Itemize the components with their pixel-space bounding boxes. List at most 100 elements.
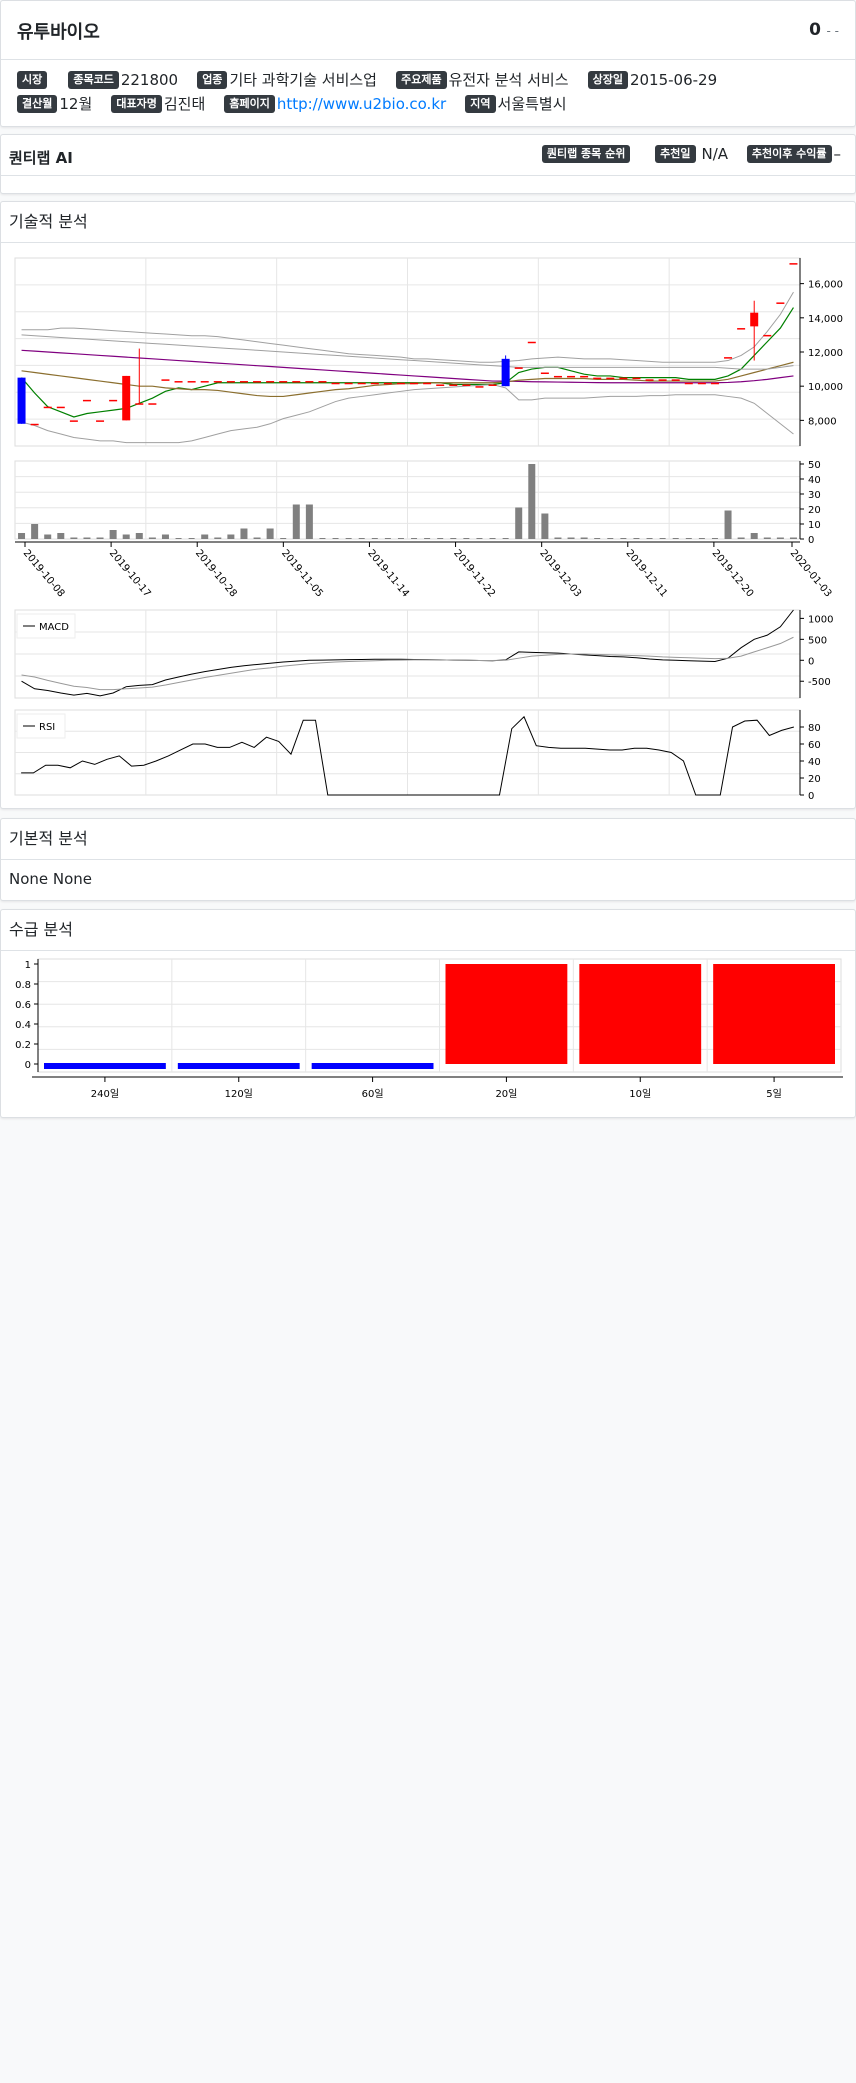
volume-bar (109, 530, 117, 539)
candle-body (697, 382, 706, 385)
supply-card: 수급 분석 1 0.8 0.6 0.4 0.2 0 240일 120일 60일 20일 10일 5일 (0, 909, 856, 1118)
candle-body (567, 375, 576, 378)
supply-x-tick-label: 240일 (91, 1088, 119, 1100)
supply-chart: 1 0.8 0.6 0.4 0.2 0 240일 120일 60일 20일 10일 5일 (15, 958, 843, 1100)
candle-body (750, 312, 759, 327)
date-tick-label: 2020-01-03 (788, 548, 834, 600)
date-tick-label: 2019-12-11 (623, 548, 669, 600)
rsi-legend-label: RSI (39, 722, 55, 733)
price-axis-tick-label: 8,000 (808, 416, 837, 427)
supply-bar (311, 1063, 434, 1069)
date-tick-label: 2019-12-20 (710, 548, 756, 600)
volume-bar (148, 537, 156, 539)
volume-bar (724, 510, 732, 539)
candle-body (593, 377, 602, 380)
supply-x-tick-label: 5일 (766, 1088, 782, 1100)
listed-value: 2015-06-29 (629, 71, 718, 89)
volume-bar (737, 537, 745, 539)
candle-body (109, 399, 118, 402)
candle-body (292, 381, 301, 383)
volume-bar (567, 537, 575, 539)
candle-body (226, 381, 235, 383)
volume-bar (253, 537, 261, 539)
macd-legend-label: MACD (39, 622, 69, 633)
candle-body (619, 377, 628, 380)
supply-bar (445, 964, 568, 1064)
candle-body (606, 377, 615, 380)
candle-body (763, 334, 772, 337)
volume-bar (214, 537, 222, 539)
candle-body (331, 382, 340, 385)
homepage-badge: 홈페이지 (224, 95, 275, 113)
code-value: 221800 (120, 71, 179, 89)
volume-bar (227, 534, 235, 539)
candle-body (645, 379, 654, 381)
price-line-band_upper (21, 291, 794, 363)
industry-value: 기타 과학기술 서비스업 (229, 71, 377, 89)
candle-body (488, 384, 497, 386)
candle-body (540, 372, 549, 375)
price-line-ma_brown (21, 361, 794, 398)
volume-axis-tick-label: 20 (808, 505, 821, 516)
return-value: – (833, 145, 842, 163)
volume-bar (70, 537, 78, 539)
candle-body (632, 377, 641, 380)
volume-axis-tick-label: 40 (808, 475, 821, 486)
date-tick-label: 2019-11-22 (451, 548, 497, 600)
volume-bar (580, 537, 588, 539)
supply-y-tick-label: 0.8 (15, 980, 31, 991)
candle-body (553, 375, 562, 378)
volume-bar (750, 533, 758, 539)
candle-body (514, 367, 523, 369)
date-badge: 추천일 (655, 145, 696, 163)
candle-body (200, 381, 209, 383)
info-row-2: 결산월 12월 대표자명 김진태 홈페이지 http://www.u2bio.co.k… (17, 92, 855, 116)
candle-body (148, 403, 157, 405)
volume-bar (57, 533, 65, 539)
price-axis-tick-label: 14,000 (808, 314, 843, 325)
date-tick-label: 2019-11-14 (365, 548, 411, 600)
company-header: 유투바이오 0 - - (1, 1, 855, 60)
supply-x-tick-label: 120일 (225, 1088, 253, 1100)
candle-body (789, 263, 798, 265)
volume-bar (763, 537, 771, 539)
candle-body (410, 382, 419, 385)
volume-bar (776, 537, 784, 539)
price-line-ma_green (21, 307, 794, 418)
candle-body (580, 375, 589, 378)
date-tick-label: 2019-10-28 (193, 548, 239, 600)
macd-axis-tick-label: 500 (808, 635, 827, 646)
price-axis-tick-label: 12,000 (808, 348, 843, 359)
ai-title: 퀀티랩 AI (9, 149, 73, 167)
product-badge: 주요제품 (396, 71, 447, 89)
candle-body (396, 382, 405, 385)
supply-bar (713, 964, 835, 1064)
date-tick-label: 2019-12-03 (537, 548, 583, 600)
region-value: 서울특별시 (497, 95, 567, 113)
price-value: 0 (809, 20, 821, 40)
homepage-link[interactable]: http://www.u2bio.co.kr (276, 95, 447, 113)
candle-body (318, 381, 327, 383)
volume-bar (554, 537, 562, 539)
price-change: - - (826, 24, 839, 38)
volume-bar (18, 533, 26, 539)
candle-body (305, 381, 314, 383)
supply-x-tick-label: 10일 (629, 1088, 651, 1100)
ai-header: 퀀티랩 AI 퀀티랩 종목 순위 추천일 N/A 추천이후 수익률 – (1, 135, 855, 176)
settle-badge: 결산월 (17, 95, 58, 113)
macd-axis-tick-label: -500 (808, 677, 831, 688)
volume-axis-tick-label: 30 (808, 490, 821, 501)
volume-bar (31, 524, 39, 539)
industry-badge: 업종 (197, 71, 228, 89)
technical-card: 기술적 분석 16,000 14,000 12,000 10,000 8,000 50 40… (0, 201, 856, 809)
candle-body (776, 302, 785, 304)
supply-x-tick-label: 60일 (362, 1088, 384, 1100)
supply-title: 수급 분석 (1, 910, 855, 951)
info-row-1: 시장 종목코드 221800 업종 기타 과학기술 서비스업 주요제품 유전자 분석 … (17, 68, 855, 92)
candle-body (96, 420, 105, 422)
company-name: 유투바이오 (17, 22, 100, 43)
volume-axis-tick-label: 10 (808, 520, 821, 531)
candle-body (56, 406, 65, 409)
candle-body (213, 381, 222, 383)
candle-body (383, 382, 392, 385)
